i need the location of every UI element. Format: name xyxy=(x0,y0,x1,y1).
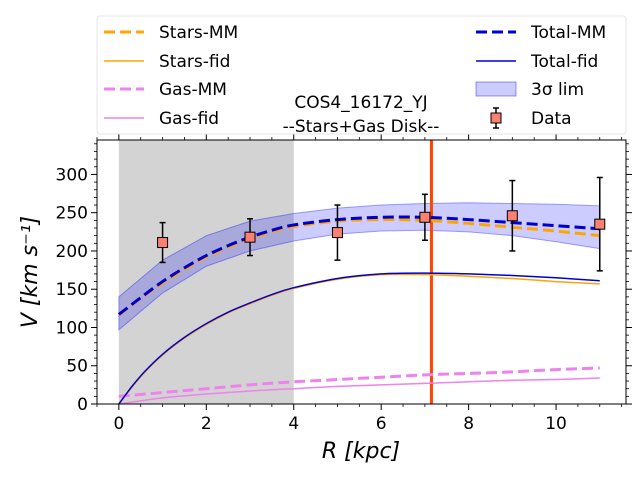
legend-box xyxy=(96,15,627,135)
legend-label-stars-mm: Stars-MM xyxy=(159,23,238,43)
y-tick-label: 200 xyxy=(56,242,88,262)
data-point xyxy=(594,218,606,230)
data-point xyxy=(419,211,431,223)
x-tick-label: 0 xyxy=(113,414,124,434)
y-axis-label: V [km s⁻¹] xyxy=(18,216,43,328)
legend-handle-data xyxy=(490,112,502,124)
shaded-region xyxy=(118,140,294,404)
x-tick-label: 4 xyxy=(288,414,299,434)
y-tick-label: 250 xyxy=(56,204,88,224)
x-tick-label: 2 xyxy=(201,414,212,434)
x-axis-label: R [kpc] xyxy=(322,439,400,464)
chart-title: COS4_16172_YJ xyxy=(294,93,427,113)
x-tick-label: 6 xyxy=(376,414,387,434)
legend-handle-band xyxy=(475,81,517,97)
y-tick-label: 100 xyxy=(56,318,88,338)
series-line-gas-fid xyxy=(118,377,600,404)
data-point xyxy=(331,227,343,239)
lines-layer xyxy=(117,140,600,404)
background-layer xyxy=(118,140,294,404)
data-point xyxy=(157,237,169,249)
chart-subtitle: --Stars+Gas Disk-- xyxy=(283,117,440,137)
series-line-gas-mm xyxy=(118,366,600,398)
data-point xyxy=(244,231,256,243)
y-tick-label: 50 xyxy=(66,357,88,377)
plot-frame xyxy=(96,139,627,405)
legend: Stars-MM Stars-fid Gas-MM Gas-fid Total-MM To… xyxy=(96,15,627,135)
data-points-layer xyxy=(157,176,606,272)
x-tick-label: 10 xyxy=(545,414,567,434)
x-tick-label: 8 xyxy=(463,414,474,434)
legend-label-3-lim: 3σ lim xyxy=(531,80,584,100)
legend-label-total-fid: Total-fid xyxy=(530,52,598,72)
y-tick-label: 0 xyxy=(77,395,88,415)
legend-label-gas-mm: Gas-MM xyxy=(159,80,227,100)
legend-label-data: Data xyxy=(531,109,572,129)
legend-label-gas-fid: Gas-fid xyxy=(159,109,219,129)
legend-label-total-mm: Total-MM xyxy=(530,23,606,43)
data-point xyxy=(506,210,518,222)
y-tick-label: 300 xyxy=(56,165,88,185)
legend-label-stars-fid: Stars-fid xyxy=(159,52,230,72)
series-line-total-fid xyxy=(118,272,600,404)
series-line-total-mm xyxy=(117,215,600,316)
y-tick-label: 150 xyxy=(56,280,88,300)
